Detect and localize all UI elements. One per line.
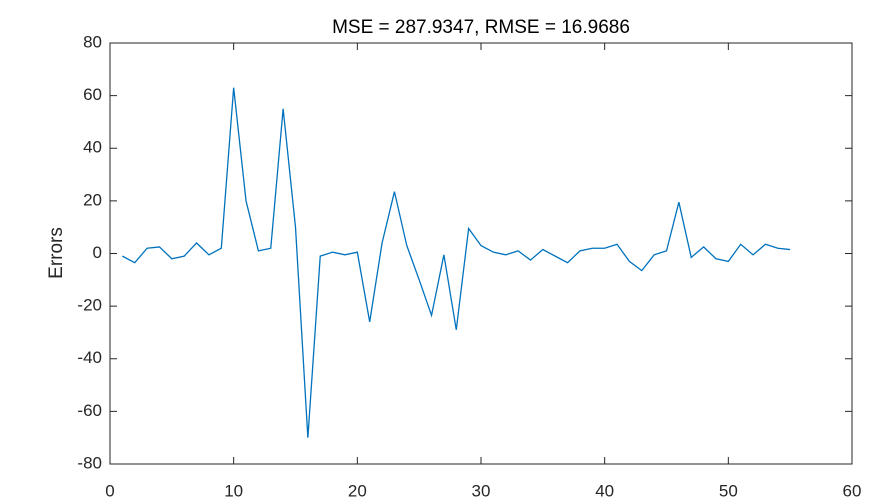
y-tick-label: 60 (83, 85, 102, 104)
y-tick-label: 20 (83, 190, 102, 209)
error-line (122, 87, 791, 438)
y-tick-label: 0 (93, 243, 102, 262)
x-tick-label: 10 (224, 481, 243, 500)
plot-frame (109, 42, 853, 465)
x-tick-label: 20 (348, 481, 367, 500)
chart-title: MSE = 287.9347, RMSE = 16.9686 (332, 17, 630, 38)
x-tick-label: 60 (843, 481, 862, 500)
y-tick-label: 80 (83, 32, 102, 51)
y-tick-label: -20 (77, 296, 102, 315)
x-tick-label: 30 (472, 481, 491, 500)
y-tick-label: -60 (77, 401, 102, 420)
y-tick-label: -80 (77, 453, 102, 472)
x-tick-label: 40 (595, 481, 614, 500)
y-tick-label: 40 (83, 138, 102, 157)
y-axis-label: Errors (46, 227, 67, 279)
x-tick-label: 50 (719, 481, 738, 500)
y-tick-label: -40 (77, 348, 102, 367)
x-tick-label: 0 (105, 481, 114, 500)
